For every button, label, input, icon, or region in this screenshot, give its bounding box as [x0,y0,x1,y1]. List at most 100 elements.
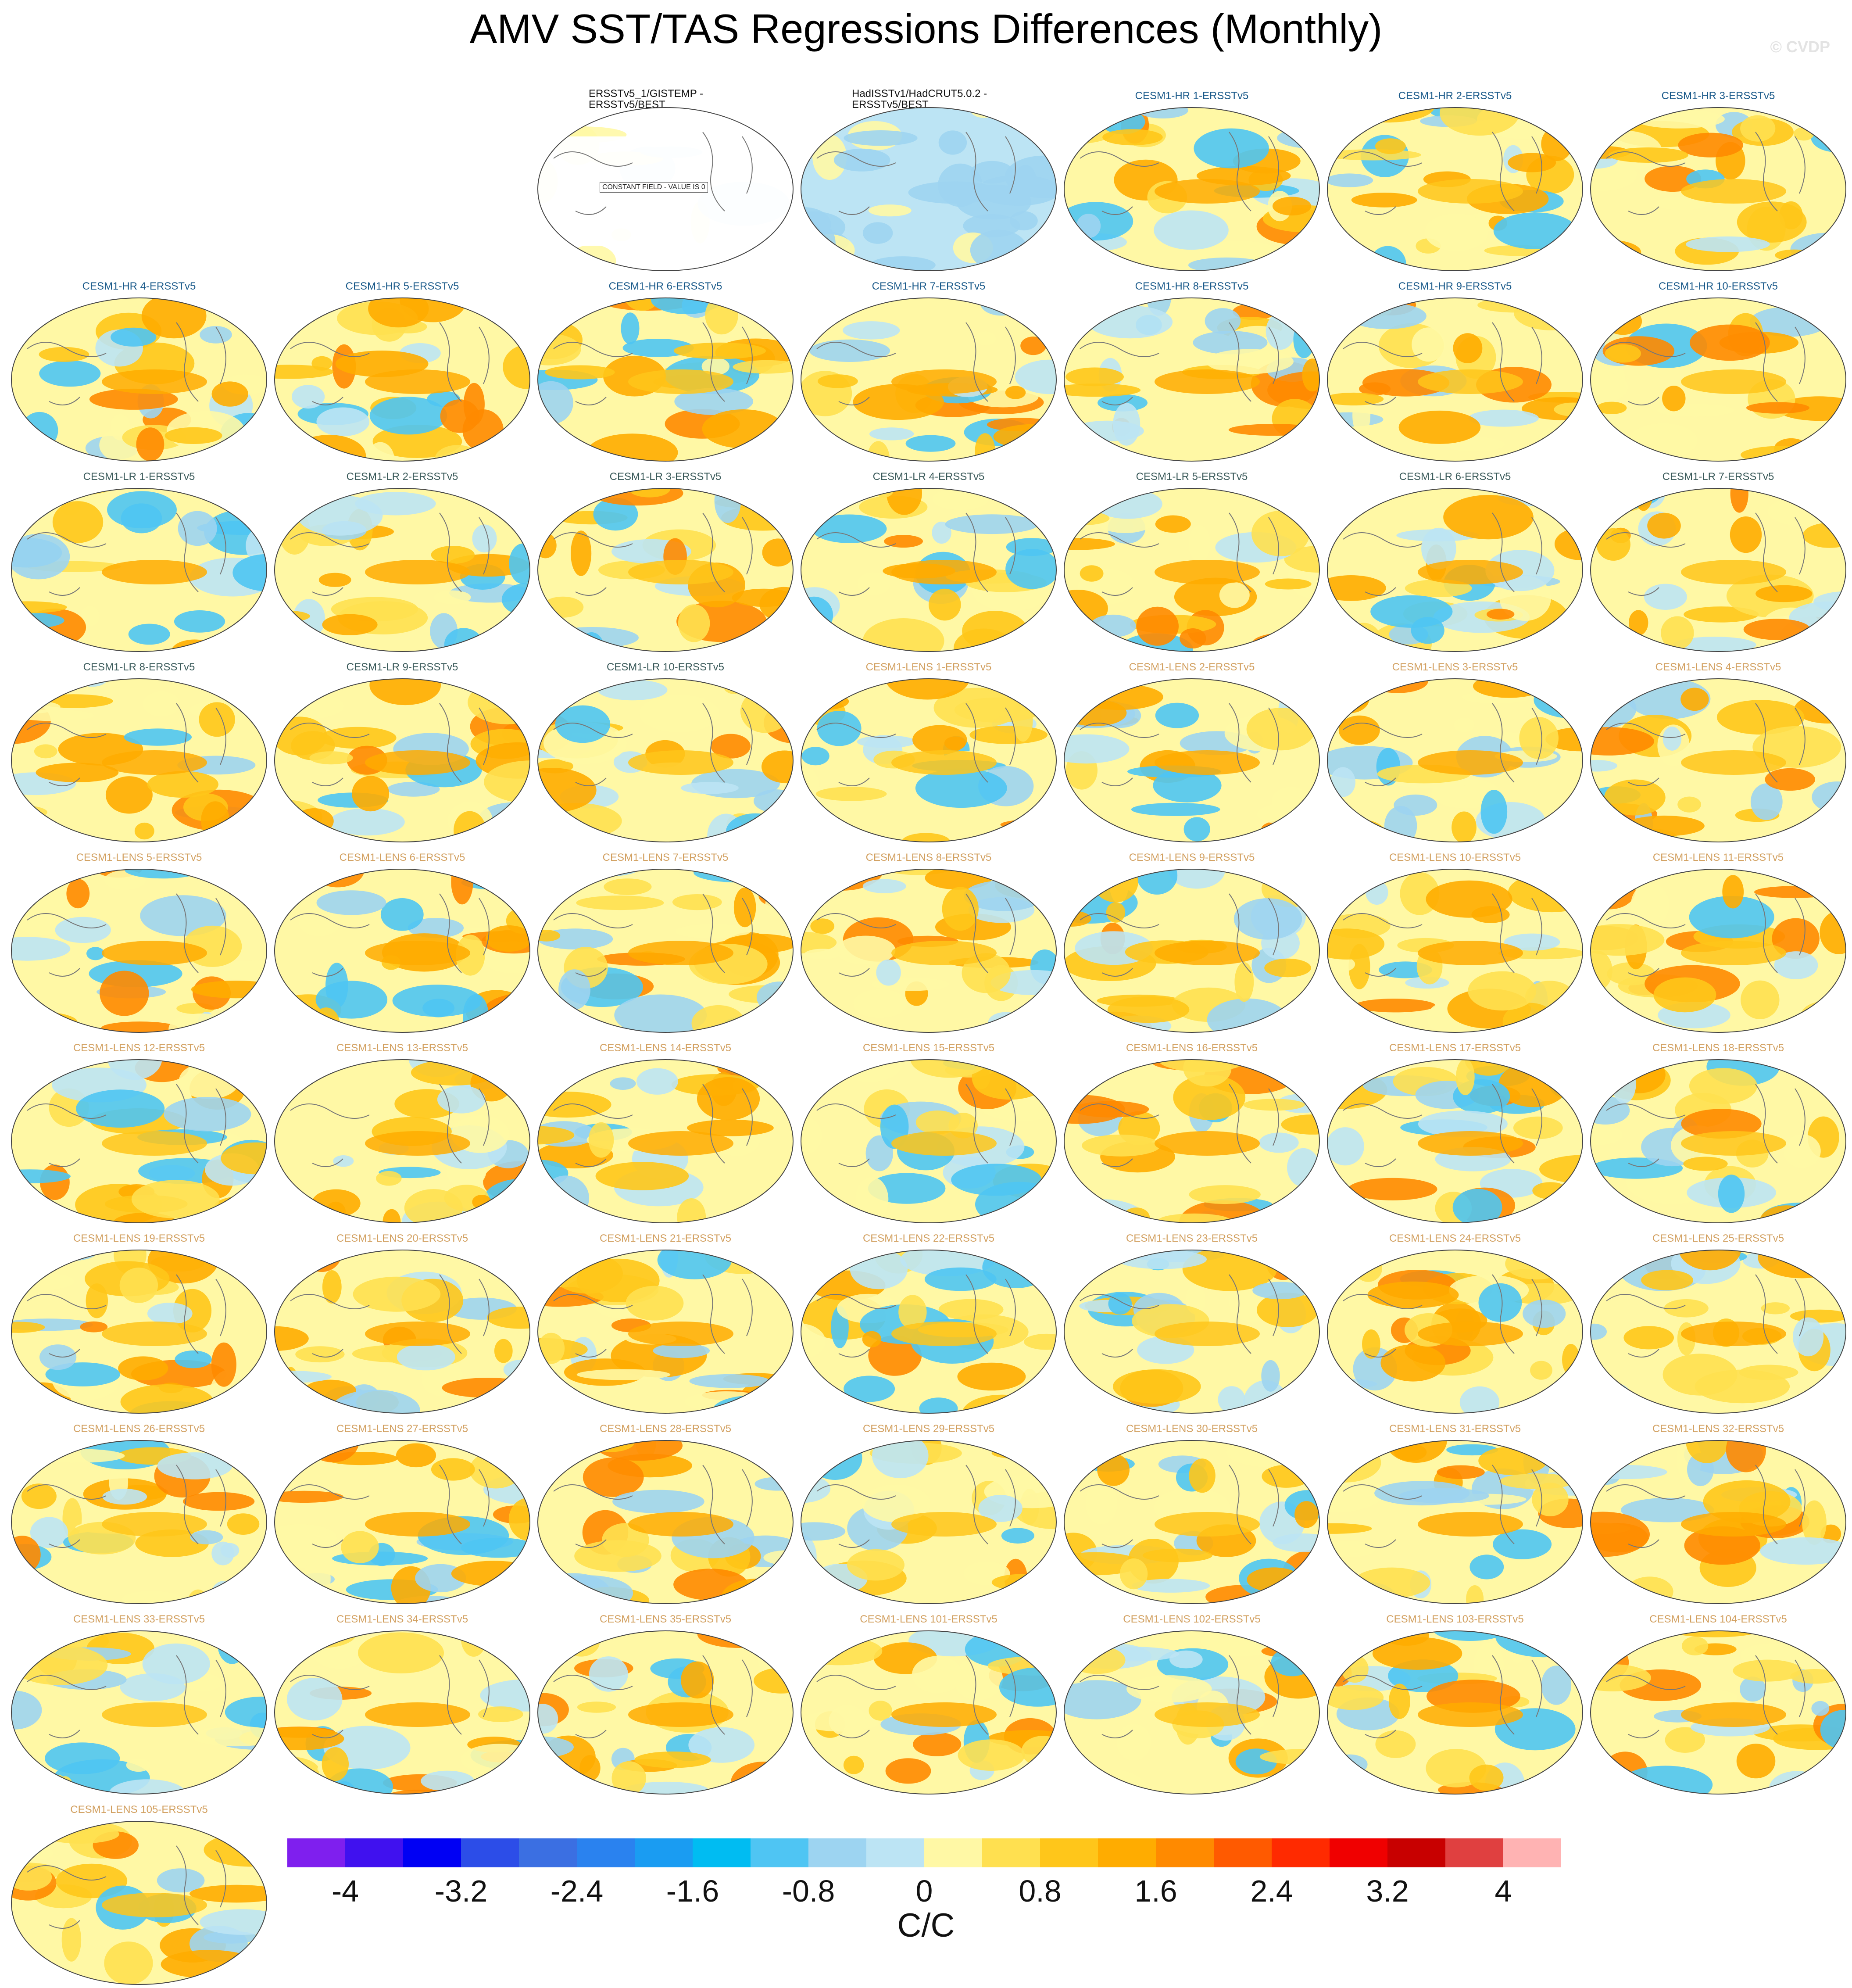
world-map [11,1250,267,1414]
world-map [11,1821,267,1985]
map-outline [537,678,794,842]
world-map [537,297,794,462]
world-map [1590,107,1846,271]
world-map [537,869,794,1033]
panel-label: CESM1-LR 9-ERSSTv5 [346,661,458,673]
world-map [801,1630,1057,1795]
map-field [538,679,793,842]
coastline [816,1084,1016,1167]
map-panel: CESM1-LENS 8-ERSSTv5 [797,852,1060,1036]
world-map [801,488,1057,652]
panel-label: CESM1-LR 5-ERSSTv5 [1136,471,1248,483]
colorbar-swatch [808,1838,866,1867]
colorbar-swatch [519,1838,577,1867]
panel-label: CESM1-LENS 20-ERSSTv5 [336,1232,468,1244]
colorbar-swatch [287,1838,345,1867]
colorbar-tick-label: 2.4 [1250,1874,1293,1908]
map-field [11,869,267,1032]
map-outline [1327,1250,1583,1414]
colorbar-swatch [1387,1838,1445,1867]
map-outline [1064,1250,1320,1414]
map-outline [11,297,267,462]
map-panel: CESM1-LR 9-ERSSTv5 [271,661,534,845]
map-outline [537,1630,794,1795]
coastline [1343,1084,1542,1167]
map-field [801,1060,1056,1223]
map-panel: CESM1-LENS 3-ERSSTv5 [1323,661,1587,845]
map-panel: CESM1-LENS 5-ERSSTv5 [7,852,271,1036]
panel-label: CESM1-HR 10-ERSSTv5 [1658,280,1778,292]
map-field [275,298,530,461]
map-panel: CESM1-LENS 29-ERSSTv5 [797,1423,1060,1607]
coastline [553,132,753,215]
map-panel: CESM1-LR 1-ERSSTv5 [7,471,271,655]
map-field [1327,1060,1583,1223]
map-field [11,298,267,461]
colorbar-swatch [866,1838,924,1867]
map-field [1591,488,1846,652]
panel-label: CESM1-LENS 10-ERSSTv5 [1389,852,1521,863]
map-panel: CESM1-LENS 35-ERSSTv5 [534,1613,797,1798]
coastline [1080,1084,1279,1167]
map-panel: CESM1-LENS 103-ERSSTv5 [1323,1613,1587,1798]
map-panel: CESM1-HR 9-ERSSTv5 [1323,280,1587,465]
map-field [11,488,267,652]
map-outline [537,1440,794,1604]
world-map [801,1059,1057,1223]
map-panel: CESM1-LENS 104-ERSSTv5 [1587,1613,1850,1798]
map-panel: CESM1-LENS 14-ERSSTv5 [534,1042,797,1226]
map-field [801,107,1056,271]
map-field [1591,107,1846,271]
map-field [1327,869,1583,1032]
map-field [275,1060,530,1223]
world-map [1590,297,1846,462]
coastline [1080,1274,1279,1358]
panel-label: CESM1-LENS 104-ERSSTv5 [1649,1613,1787,1625]
world-map [1327,1630,1583,1795]
coastline [553,1465,753,1548]
map-panel: CESM1-HR 7-ERSSTv5 [797,280,1060,465]
map-field [1591,1631,1846,1794]
map-panel: CESM1-HR 8-ERSSTv5 [1060,280,1323,465]
world-map [1064,297,1320,462]
map-panel: CESM1-LENS 16-ERSSTv5 [1060,1042,1323,1226]
coastline [1606,1655,1806,1738]
panel-label: CESM1-LENS 19-ERSSTv5 [73,1232,205,1244]
panel-label: CESM1-LENS 24-ERSSTv5 [1389,1232,1521,1244]
coastline [1343,322,1542,405]
world-map [274,1250,530,1414]
colorbar-tick-label: 0 [915,1874,933,1908]
map-outline [801,107,1057,271]
world-map [1064,1440,1320,1604]
world-map [274,869,530,1033]
map-outline [1064,1059,1320,1223]
map-field [1064,1060,1319,1223]
panel-label: CESM1-HR 7-ERSSTv5 [872,280,986,292]
map-outline [1064,678,1320,842]
world-map [11,869,267,1033]
colorbar-swatch [693,1838,751,1867]
map-outline [801,488,1057,652]
map-field [1327,1440,1583,1604]
map-field [11,1440,267,1604]
panel-label: CESM1-LENS 26-ERSSTv5 [73,1423,205,1435]
map-panel: CESM1-LR 5-ERSSTv5 [1060,471,1323,655]
colorbar-swatch [1156,1838,1214,1867]
world-map [801,107,1057,271]
panel-label: CESM1-LR 8-ERSSTv5 [83,661,195,673]
panel-label: CESM1-LR 1-ERSSTv5 [83,471,195,483]
panel-label: CESM1-LENS 30-ERSSTv5 [1126,1423,1258,1435]
map-field [275,679,530,842]
panel-label: CESM1-LENS 15-ERSSTv5 [862,1042,995,1054]
map-field [1327,298,1583,461]
map-panel: ERSSTv5_1/GISTEMP - ERSSTv5/BEST CONSTANT… [534,88,797,274]
coastline [553,1274,753,1358]
panel-label: CESM1-LENS 14-ERSSTv5 [599,1042,732,1054]
panel-label: CESM1-LENS 103-ERSSTv5 [1386,1613,1524,1625]
map-field [1064,1631,1319,1794]
world-map [537,488,794,652]
map-panel: CESM1-HR 2-ERSSTv5 [1323,90,1587,274]
map-field [801,869,1056,1032]
coastline [816,1465,1016,1548]
panel-label: CESM1-LENS 11-ERSSTv5 [1652,852,1784,863]
